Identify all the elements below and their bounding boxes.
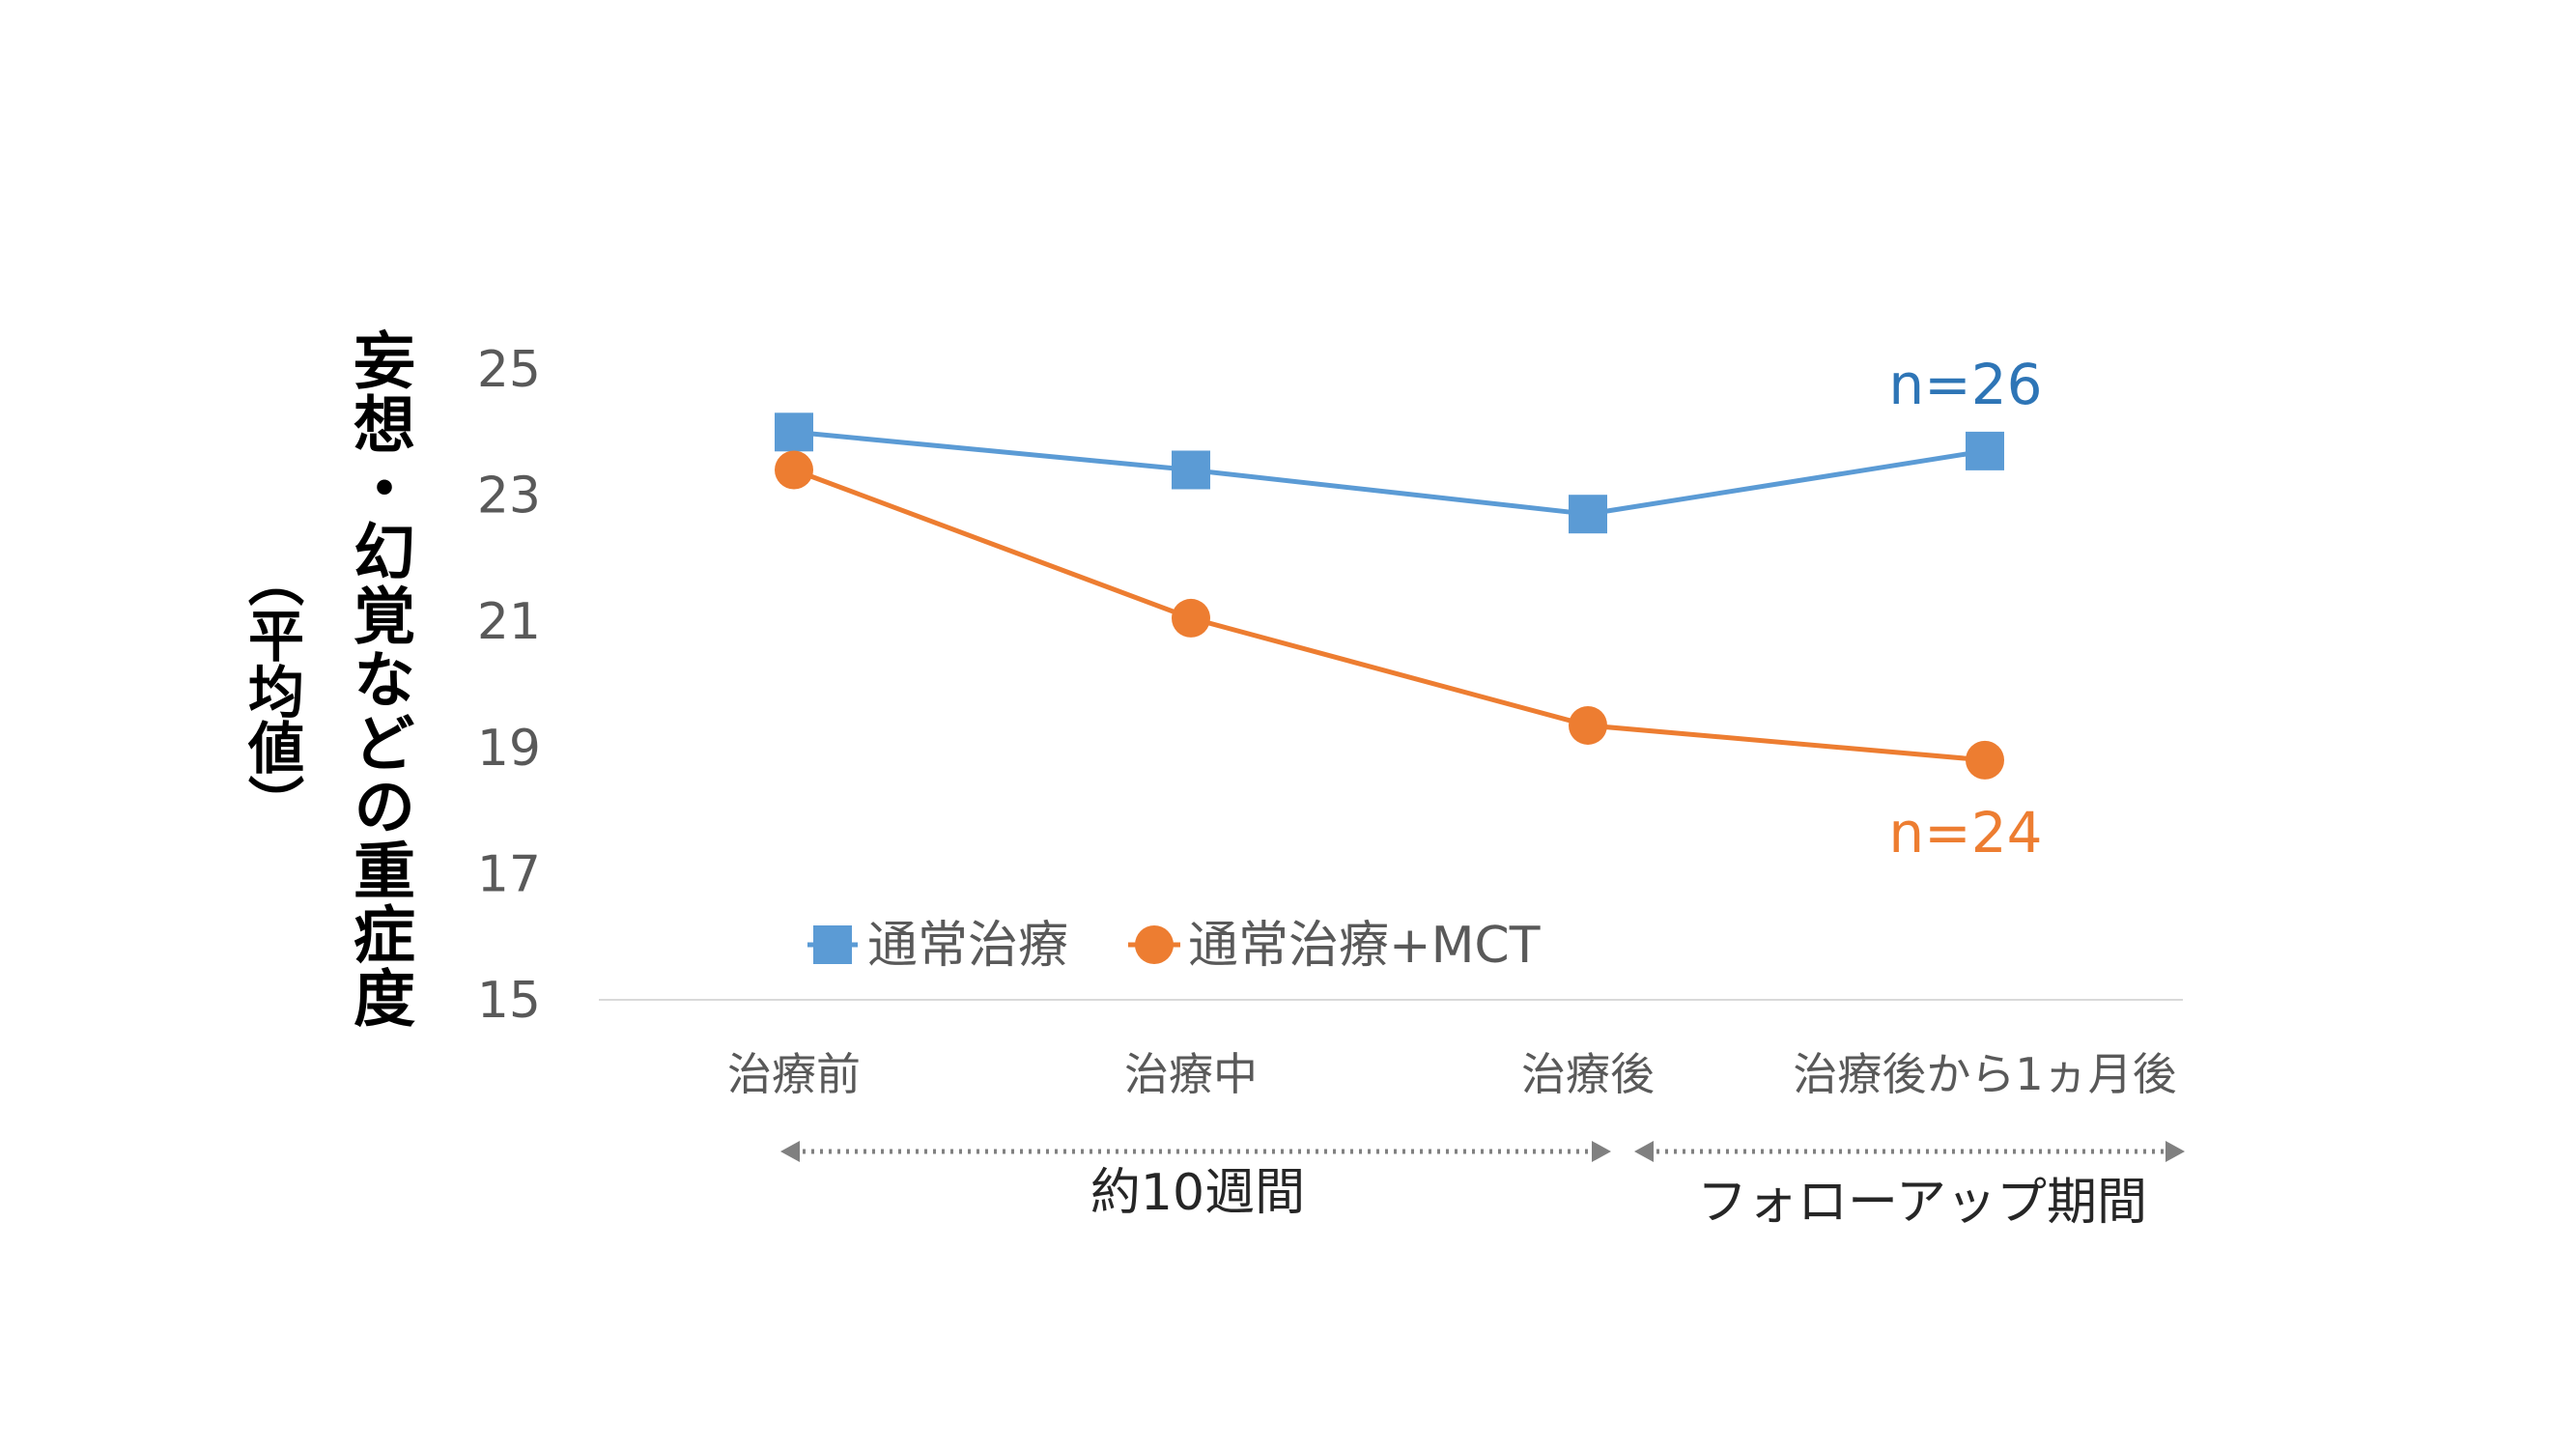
y-tick-label: 25 — [477, 341, 541, 399]
period-arrow-1-head-right — [1592, 1141, 1611, 1162]
data-point-circle — [1569, 705, 1607, 745]
y-axis-title: 妄想・幻覚などの重症度 （平均値） — [239, 328, 454, 1034]
y-tick-label: 19 — [477, 720, 541, 778]
data-point-circle — [1966, 740, 2004, 780]
period-label-2: フォローアップ期間 — [1697, 1174, 2147, 1232]
x-tick-label: 治療後から1ヵ月後 — [1793, 1048, 2176, 1100]
data-point-circle — [1172, 598, 1210, 638]
y-tick-label: 23 — [477, 468, 541, 526]
legend-label-1: 通常治療 — [867, 917, 1068, 975]
x-tick-label: 治療中 — [1124, 1048, 1258, 1100]
x-tick-label: 治療後 — [1521, 1048, 1655, 1100]
y-axis-sublabel: （平均値） — [239, 551, 304, 831]
data-point-square — [1569, 495, 1607, 534]
legend-marker-square — [813, 925, 852, 964]
period-arrow-2-head-left — [1634, 1141, 1654, 1162]
y-tick-label: 15 — [477, 972, 541, 1030]
series-line-2 — [793, 468, 1986, 763]
period-arrow-1-head-left — [780, 1141, 800, 1162]
data-point-square — [775, 412, 813, 452]
legend-label-2: 通常治療+MCT — [1188, 917, 1541, 975]
data-point-square — [1172, 450, 1210, 490]
y-tick-label: 17 — [477, 845, 541, 903]
y-axis-label: 妄想・幻覚などの重症度 — [343, 328, 414, 1030]
period-arrow-2-head-right — [2166, 1141, 2185, 1162]
series-line-1 — [793, 429, 1986, 517]
legend-marker-circle — [1135, 925, 1174, 964]
series-annotation-1: n=26 — [1888, 352, 2042, 417]
data-point-square — [1966, 431, 2004, 470]
x-tick-label: 治療前 — [727, 1048, 861, 1100]
series-annotation-2: n=24 — [1888, 800, 2042, 866]
data-point-circle — [775, 450, 813, 490]
y-tick-label: 21 — [477, 593, 541, 651]
period-label-1: 約10週間 — [1090, 1164, 1305, 1222]
